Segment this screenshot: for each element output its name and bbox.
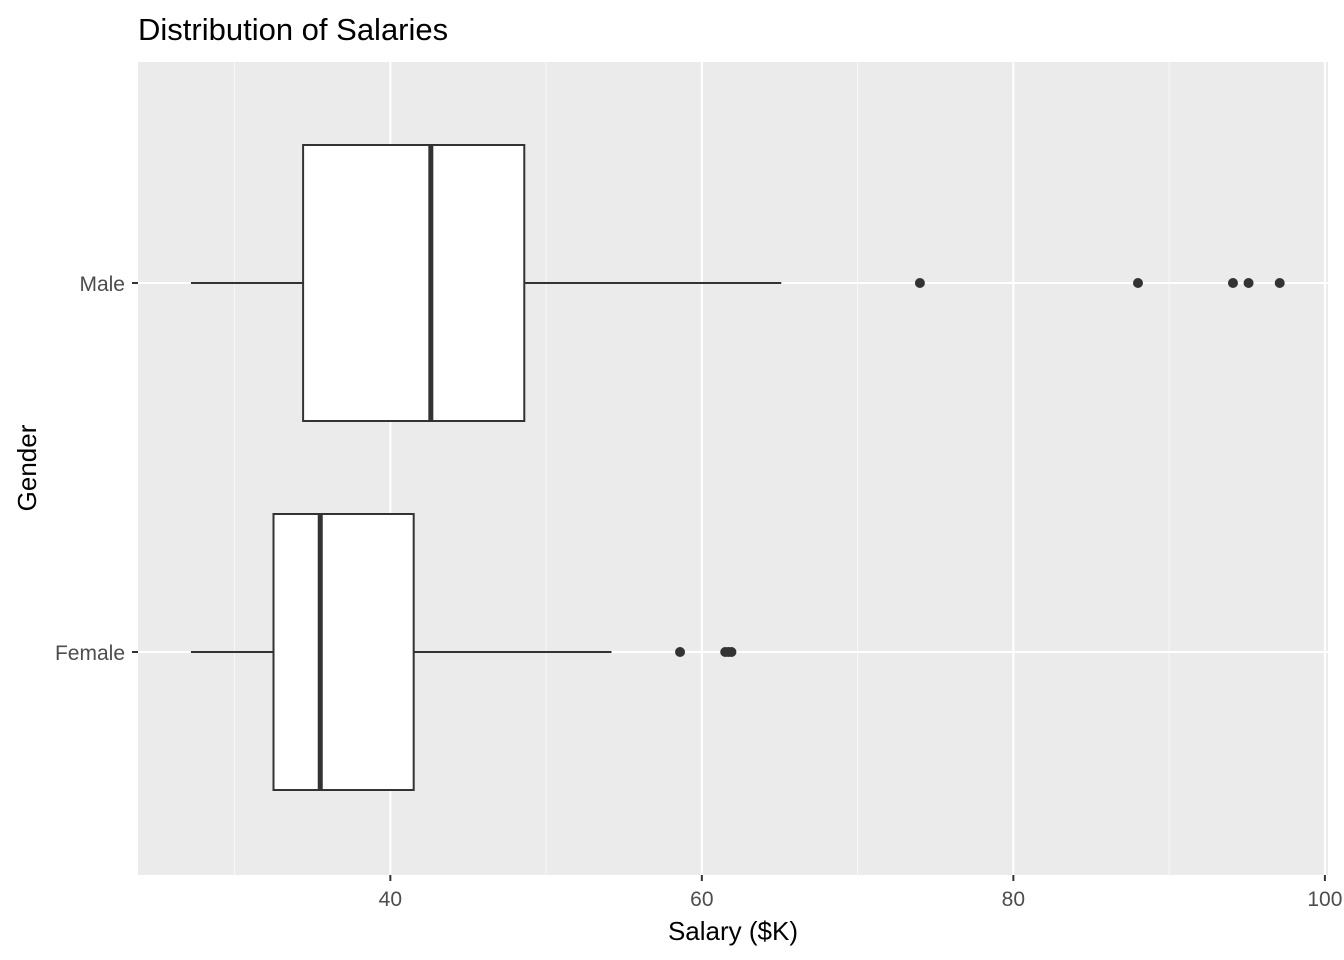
outlier-point-male (1274, 278, 1285, 288)
box-male (302, 144, 526, 422)
axes: 40 60 80 100 Male Female (55, 273, 1342, 911)
boxplots (190, 144, 1285, 791)
box-female (272, 513, 415, 791)
x-tick-label: 40 (379, 888, 402, 911)
chart-title: Distribution of Salaries (138, 12, 448, 47)
outlier-point-male (1243, 278, 1254, 288)
x-axis-title: Salary ($K) (668, 916, 798, 946)
y-tick-label-male: Male (79, 273, 125, 296)
boxplot-female (190, 513, 737, 791)
boxplot-male (190, 144, 1285, 422)
y-tick-label-female: Female (55, 642, 125, 665)
outlier-point-male (1132, 278, 1143, 288)
outlier-point-female (726, 647, 737, 657)
x-tick-label: 100 (1307, 888, 1342, 911)
y-axis-title: Gender (12, 424, 42, 511)
outlier-point-male (914, 278, 925, 288)
outlier-point-female (675, 647, 686, 657)
outlier-point-male (1227, 278, 1238, 288)
x-tick-label: 60 (690, 888, 713, 911)
x-tick-label: 80 (1002, 888, 1025, 911)
